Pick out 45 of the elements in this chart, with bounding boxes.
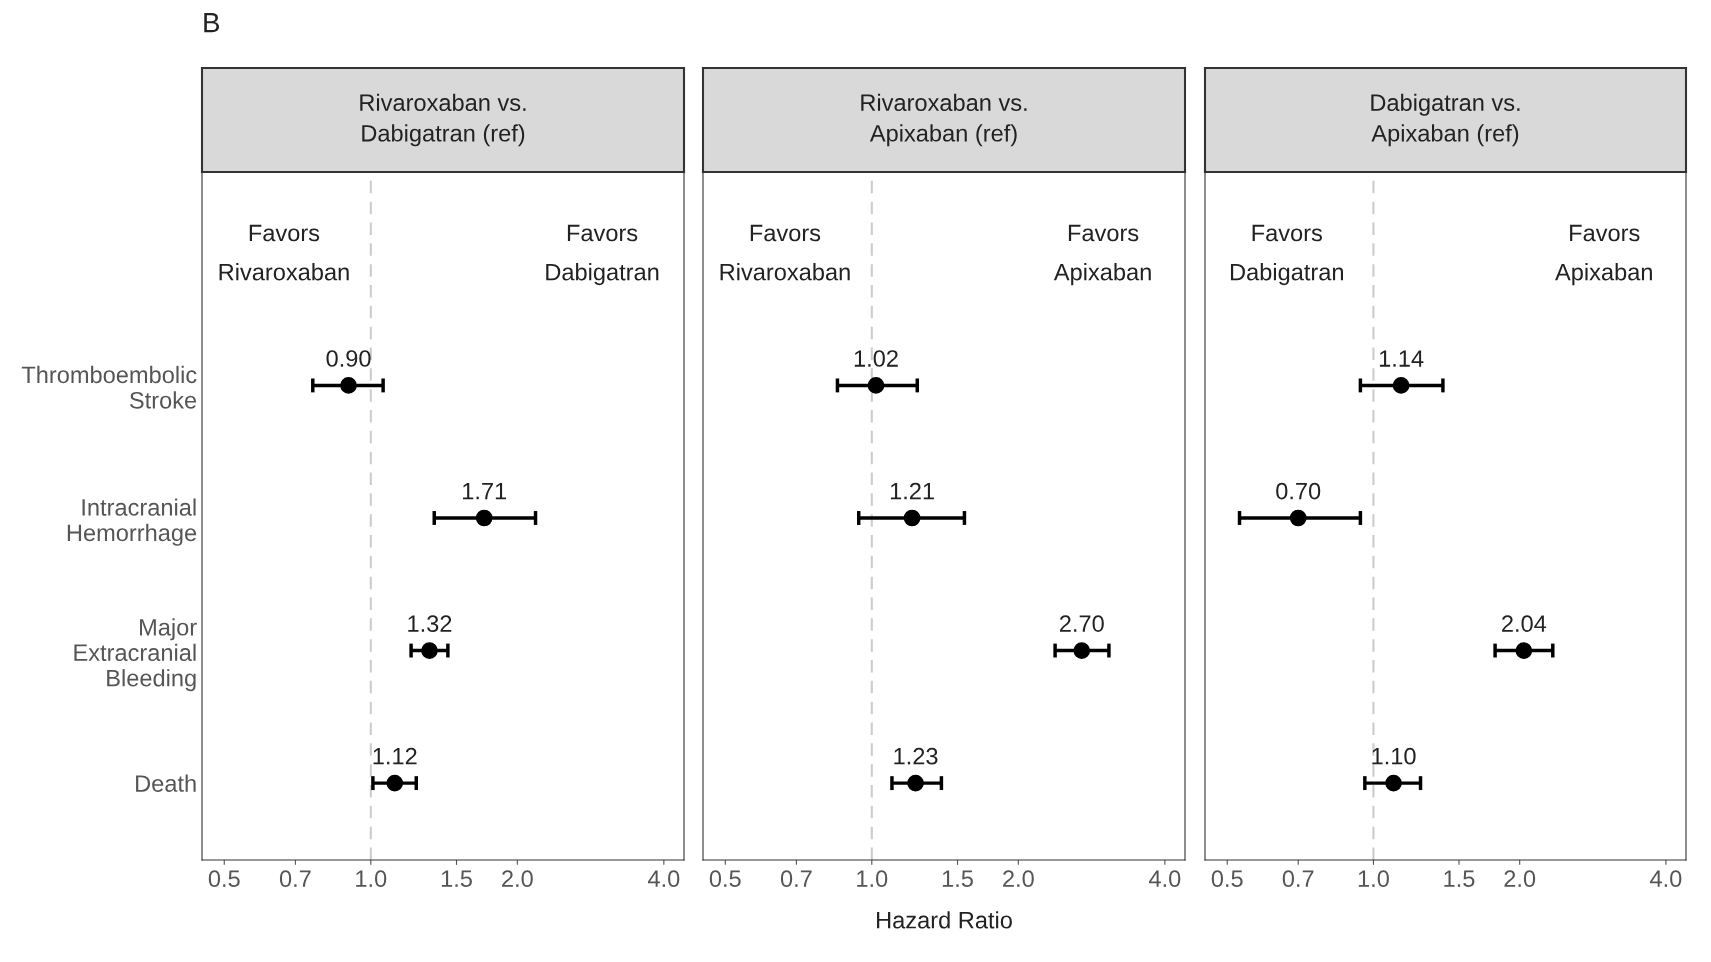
text: Favors Dabigatran (546, 224, 659, 286)
x-tick-label: 0.5 (1211, 870, 1243, 888)
data-label: 1.14 (1379, 350, 1424, 367)
data-label: 2.04 (1502, 615, 1547, 632)
text: Favors Apixaban (1555, 224, 1652, 286)
data-label: 2.70 (1059, 615, 1104, 632)
x-tick-label: 0.7 (279, 870, 311, 888)
data-label: 0.90 (326, 350, 371, 367)
data-label: 1.10 (1372, 747, 1416, 765)
data-label: 1.12 (373, 747, 417, 765)
x-tick-label: 1.5 (441, 870, 472, 888)
y-tick-label: Thromboembolic Stroke (21, 365, 197, 409)
y-tick-label: Death (136, 774, 196, 792)
data-label: 1.32 (408, 615, 452, 632)
data-label: 1.21 (890, 482, 934, 500)
x-tick-label: 1.0 (857, 870, 888, 888)
x-tick-label: 1.0 (1358, 870, 1389, 888)
x-tick-label: 4.0 (1148, 870, 1181, 888)
data-label: 1.23 (894, 747, 938, 765)
text: B (204, 13, 220, 33)
x-tick-label: 0.5 (208, 870, 240, 888)
x-tick-label: 0.7 (1282, 870, 1314, 888)
text: Favors Dabigatran (1230, 224, 1343, 286)
y-tick-label: Intracranial Hemorrhage (67, 498, 197, 546)
x-tick-label: 2.0 (502, 870, 533, 888)
x-tick-label: 4.0 (1650, 870, 1682, 888)
x-tick-label: 1.5 (1444, 870, 1475, 888)
x-tick-label: 0.5 (709, 870, 741, 888)
x-tick-label: 2.0 (1003, 870, 1034, 888)
chart-title: Rivaroxaban vs. Dabigatran (ref) (360, 93, 526, 147)
y-tick-label: Major Extracranial Bleeding (74, 618, 197, 692)
chart-title: Rivaroxaban vs. Apixaban (ref) (861, 93, 1027, 147)
text: Favors Apixaban (1053, 224, 1151, 286)
x-tick-label: 1.0 (356, 870, 387, 888)
x-axis-title: Hazard Ratio (877, 911, 1012, 929)
x-tick-label: 2.0 (1504, 870, 1536, 888)
text: Favors Rivaroxaban (720, 224, 850, 281)
x-tick-label: 4.0 (647, 870, 680, 888)
x-tick-label: 1.5 (942, 870, 973, 888)
text: Favors Rivaroxaban (219, 224, 349, 281)
data-label: 0.70 (1276, 482, 1321, 500)
data-label: 1.02 (854, 350, 898, 367)
data-label: 1.71 (463, 482, 507, 500)
x-tick-label: 0.7 (780, 870, 812, 888)
chart-title: Dabigatran vs. Apixaban (ref) (1371, 93, 1520, 147)
